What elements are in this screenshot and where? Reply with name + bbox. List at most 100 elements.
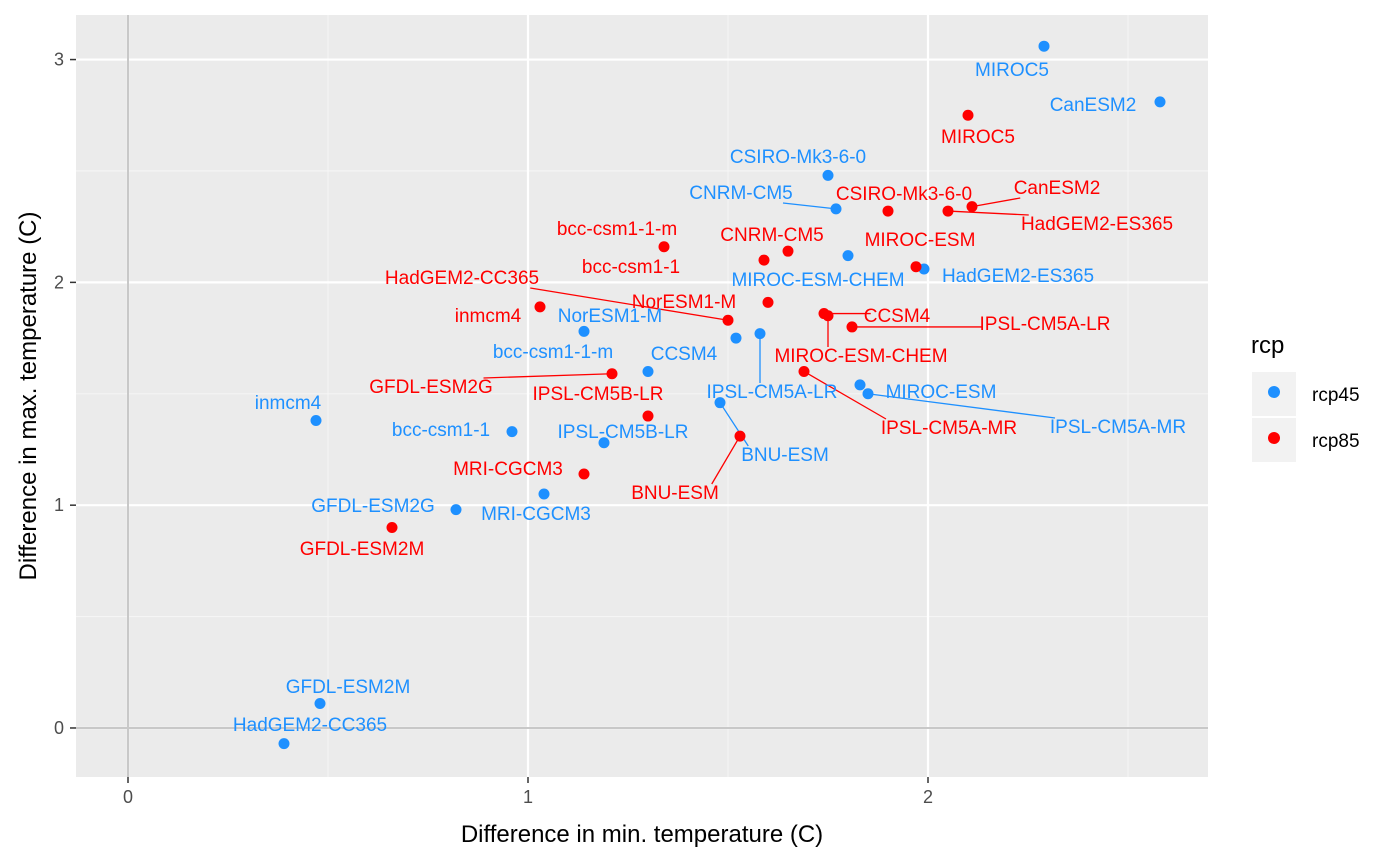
- point-label: MIROC5: [975, 60, 1049, 81]
- point-label: MIROC-ESM: [886, 382, 997, 403]
- data-point: [714, 397, 726, 409]
- zero-reference-lines: [76, 15, 1208, 777]
- x-axis-ticks: 0 1 2: [123, 777, 933, 807]
- point-label: HadGEM2-CC365: [385, 268, 539, 289]
- data-point: [1038, 40, 1050, 52]
- point-label: CNRM-CM5: [720, 225, 823, 246]
- leader-line: [971, 197, 1021, 208]
- point-label: MIROC-ESM: [865, 230, 976, 251]
- data-point: [910, 261, 922, 273]
- data-point: [962, 109, 974, 121]
- leader-line: [782, 202, 837, 210]
- point-label: CCSM4: [864, 306, 931, 327]
- data-point: [734, 430, 746, 442]
- point-label: HadGEM2-CC365: [233, 715, 387, 736]
- data-point: [722, 314, 734, 326]
- data-point: [310, 415, 322, 427]
- point-label: GFDL-ESM2M: [286, 677, 411, 698]
- data-point: [642, 410, 654, 422]
- legend-label: rcp45: [1312, 385, 1360, 406]
- point-label: NorESM1-M: [558, 306, 663, 327]
- point-label: CanESM2: [1050, 95, 1137, 116]
- leader-line: [483, 373, 613, 379]
- data-point-labels: MIROC5CanESM2CSIRO-Mk3-6-0CNRM-CM5MIROC-…: [233, 60, 1186, 736]
- point-label: inmcm4: [255, 393, 322, 414]
- point-label: CanESM2: [1014, 178, 1101, 199]
- data-point: [534, 301, 546, 313]
- data-point: [798, 365, 810, 377]
- y-tick-label: 3: [54, 50, 64, 70]
- data-point: [730, 332, 742, 344]
- point-label: bcc-csm1-1-m: [557, 219, 677, 240]
- legend: rcp rcp45 rcp85: [1251, 332, 1360, 462]
- data-point: [854, 379, 866, 391]
- data-points: [278, 40, 1166, 750]
- data-point: [830, 203, 842, 215]
- point-label: IPSL-CM5A-MR: [1050, 417, 1186, 438]
- legend-key-point: [1268, 432, 1280, 444]
- legend-key-point: [1268, 386, 1280, 398]
- point-label: HadGEM2-ES365: [1021, 214, 1173, 235]
- data-point: [782, 245, 794, 257]
- x-axis-title: Difference in min. temperature (C): [461, 821, 823, 848]
- plot-panel: [76, 15, 1208, 777]
- data-point: [606, 368, 618, 380]
- data-point: [942, 205, 954, 217]
- point-label: IPSL-CM5A-LR: [707, 382, 838, 403]
- data-point: [450, 504, 462, 516]
- x-tick-label: 1: [523, 787, 533, 807]
- data-point: [822, 169, 834, 181]
- data-point: [642, 365, 654, 377]
- data-point: [882, 205, 894, 217]
- data-point: [762, 296, 774, 308]
- point-label: IPSL-CM5B-LR: [558, 422, 689, 443]
- point-label: GFDL-ESM2G: [369, 377, 493, 398]
- data-point: [598, 437, 610, 449]
- point-label: HadGEM2-ES365: [942, 266, 1094, 287]
- point-label: inmcm4: [455, 306, 522, 327]
- point-label: NorESM1-M: [632, 292, 737, 313]
- y-tick-label: 2: [54, 272, 64, 292]
- data-point: [506, 426, 518, 438]
- leader-line: [947, 210, 1029, 216]
- leader-line: [803, 370, 887, 420]
- point-label: IPSL-CM5A-MR: [881, 418, 1017, 439]
- y-axis-title: Difference in max. temperature (C): [15, 211, 42, 580]
- point-label: MIROC-ESM-CHEM: [731, 270, 904, 291]
- data-point: [966, 201, 978, 213]
- data-point: [658, 241, 670, 253]
- leader-line: [530, 287, 729, 321]
- point-label: MIROC5: [941, 127, 1015, 148]
- data-point: [758, 254, 770, 266]
- minor-gridlines: [76, 15, 1208, 777]
- x-tick-label: 2: [923, 787, 933, 807]
- leader-line: [711, 435, 741, 485]
- data-point: [314, 697, 326, 709]
- point-label: BNU-ESM: [631, 483, 719, 504]
- point-label: bcc-csm1-1: [392, 420, 490, 441]
- point-label: CSIRO-Mk3-6-0: [730, 147, 866, 168]
- data-point: [278, 738, 290, 750]
- data-point: [386, 521, 398, 533]
- point-label: bcc-csm1-1-m: [493, 342, 613, 363]
- point-label: IPSL-CM5B-LR: [533, 384, 664, 405]
- data-point: [538, 488, 550, 500]
- point-label: MRI-CGCM3: [481, 504, 591, 525]
- legend-label: rcp85: [1312, 431, 1360, 452]
- x-tick-label: 0: [123, 787, 133, 807]
- data-point: [846, 321, 858, 333]
- data-point: [578, 468, 590, 480]
- point-label: MIROC-ESM-CHEM: [774, 346, 947, 367]
- point-label: IPSL-CM5A-LR: [980, 314, 1111, 335]
- data-point: [754, 328, 766, 340]
- point-label: MRI-CGCM3: [453, 459, 563, 480]
- point-label: BNU-ESM: [741, 445, 829, 466]
- y-tick-label: 0: [54, 718, 64, 738]
- point-label: GFDL-ESM2G: [311, 496, 435, 517]
- data-point: [862, 388, 874, 400]
- data-point: [578, 325, 590, 337]
- data-point: [842, 250, 854, 262]
- leader-line: [867, 393, 1056, 419]
- legend-title: rcp: [1251, 332, 1284, 359]
